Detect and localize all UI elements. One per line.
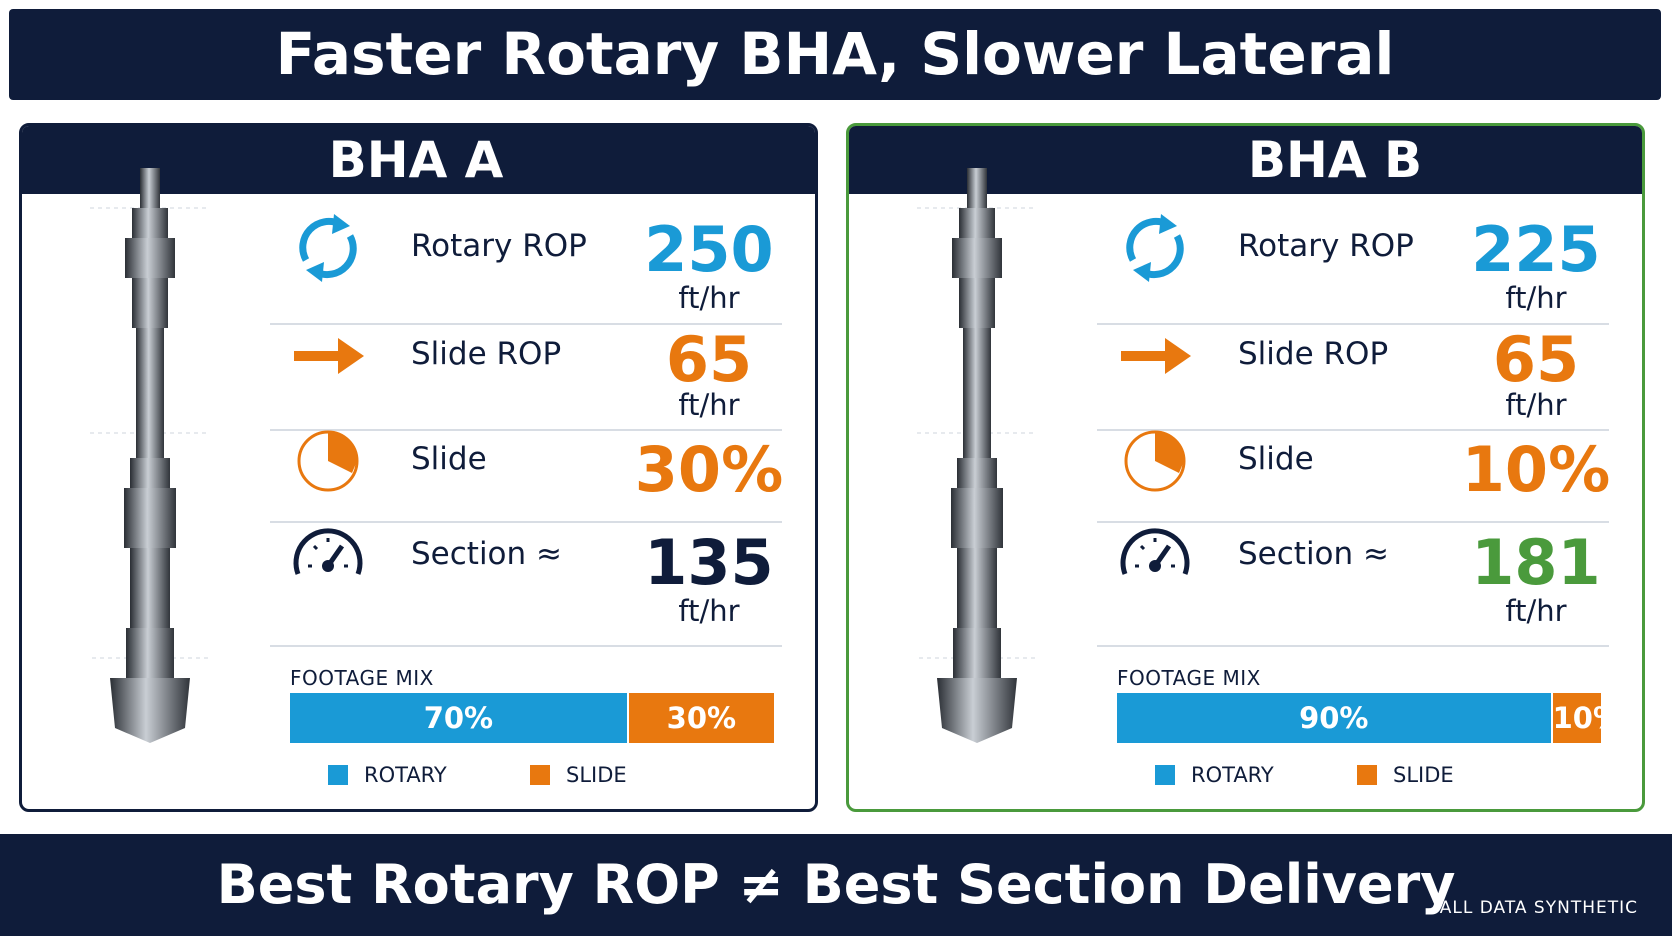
metric-icon — [1115, 421, 1195, 505]
footer-bar: Best Rotary ROP ≠ Best Section Delivery … — [0, 834, 1672, 936]
separator — [1097, 521, 1609, 523]
legend-swatch — [1357, 765, 1377, 785]
metric-value: 10% — [1461, 433, 1611, 506]
metric-icon — [1115, 208, 1195, 292]
legend-item: SLIDE — [1357, 763, 1454, 787]
metric-unit: ft/hr — [678, 594, 740, 628]
metric-value: 181 — [1471, 526, 1601, 599]
metric-label: Rotary ROP — [411, 228, 587, 264]
footage-label: FOOTAGE MIX — [1117, 666, 1261, 690]
title-bar: Faster Rotary BHA, Slower Lateral — [9, 9, 1661, 100]
separator — [270, 429, 782, 431]
footage-segment: 10% — [1552, 693, 1622, 743]
metric-unit: ft/hr — [678, 388, 740, 422]
metric-label: Slide — [1238, 441, 1314, 477]
metric-icon — [1115, 516, 1195, 600]
footage-segment: 90% — [1117, 693, 1551, 743]
separator — [1097, 323, 1609, 325]
metric-label: Slide ROP — [1238, 336, 1389, 372]
metric-label: Slide ROP — [411, 336, 562, 372]
footage-segment: 30% — [628, 693, 774, 743]
metric-value: 250 — [644, 213, 774, 286]
panel: BHA A Rotary ROP 250 ft/hr Slide ROP 65 ft/hr S… — [19, 123, 818, 812]
separator — [270, 323, 782, 325]
metric-icon — [288, 421, 368, 505]
metric-label: Section ≈ — [1238, 536, 1390, 572]
tool-image — [849, 168, 1068, 752]
footage-label: FOOTAGE MIX — [290, 666, 434, 690]
metric-value: 135 — [644, 526, 774, 599]
panel-title: BHA B — [1247, 131, 1423, 189]
metric-label: Slide — [411, 441, 487, 477]
metric-value: 225 — [1471, 213, 1601, 286]
title: Faster Rotary BHA, Slower Lateral — [275, 20, 1395, 88]
legend-item: ROTARY — [328, 763, 447, 787]
metric-unit: ft/hr — [1505, 388, 1567, 422]
metric-label: Rotary ROP — [1238, 228, 1414, 264]
legend-swatch — [328, 765, 348, 785]
legend-item: SLIDE — [530, 763, 627, 787]
metric-value: 30% — [634, 433, 784, 506]
legend-label: SLIDE — [566, 763, 627, 787]
separator — [1097, 645, 1609, 647]
metric-unit: ft/hr — [1505, 281, 1567, 315]
footer-text: Best Rotary ROP ≠ Best Section Delivery — [216, 853, 1456, 916]
legend-swatch — [530, 765, 550, 785]
legend-item: ROTARY — [1155, 763, 1274, 787]
panel: BHA B Rotary ROP 225 ft/hr Slide ROP 65 ft/hr S… — [846, 123, 1645, 812]
legend-label: ROTARY — [1191, 763, 1274, 787]
legend-swatch — [1155, 765, 1175, 785]
panel-title: BHA A — [328, 131, 504, 189]
metric-unit: ft/hr — [1505, 594, 1567, 628]
legend-label: ROTARY — [364, 763, 447, 787]
legend-label: SLIDE — [1393, 763, 1454, 787]
separator — [270, 521, 782, 523]
separator — [270, 645, 782, 647]
tool-image — [22, 168, 241, 752]
metric-label: Section ≈ — [411, 536, 563, 572]
note: ALL DATA SYNTHETIC — [1439, 898, 1638, 918]
metric-value: 65 — [1492, 323, 1580, 396]
metric-icon — [288, 208, 368, 292]
metric-icon — [1115, 316, 1195, 400]
metric-icon — [288, 316, 368, 400]
metric-icon — [288, 516, 368, 600]
metric-unit: ft/hr — [678, 281, 740, 315]
footage-segment: 70% — [290, 693, 627, 743]
metric-value: 65 — [665, 323, 753, 396]
separator — [1097, 429, 1609, 431]
